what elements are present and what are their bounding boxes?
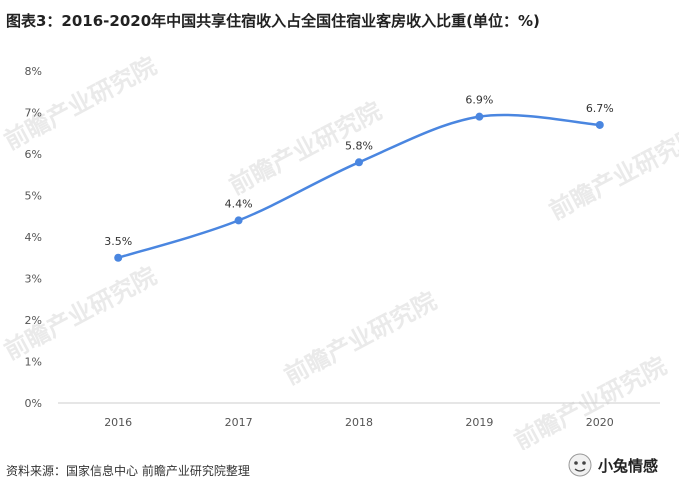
y-tick-label: 6% (25, 148, 42, 161)
line-chart: 前瞻产业研究院 前瞻产业研究院 前瞻产业研究院 前瞻产业研究院 前瞻产业研究院 … (0, 52, 679, 450)
data-label: 5.8% (345, 139, 373, 152)
logo-text: 小兔情感 (598, 457, 658, 475)
data-point (475, 112, 484, 121)
x-tick-label: 2018 (345, 416, 373, 429)
watermark-text: 前瞻产业研究院 (280, 287, 441, 391)
data-label: 4.4% (225, 197, 253, 210)
x-tick-label: 2020 (586, 416, 614, 429)
y-tick-label: 5% (25, 190, 42, 203)
data-point (355, 158, 363, 167)
y-tick-label: 3% (25, 273, 42, 286)
data-point (595, 120, 604, 129)
watermark-text: 前瞻产业研究院 (510, 352, 671, 450)
x-tick-label: 2019 (465, 416, 493, 429)
y-tick-label: 8% (25, 65, 42, 78)
x-tick-label: 2016 (104, 416, 132, 429)
watermark-text: 前瞻产业研究院 (545, 122, 679, 226)
source-note: 资料来源：国家信息中心 前瞻产业研究院整理 (6, 464, 250, 478)
y-tick-label: 7% (25, 107, 42, 120)
data-label: 6.9% (465, 94, 493, 107)
data-points (114, 112, 604, 262)
chart-title: 图表3：2016-2020年中国共享住宿收入占全国住宿业客房收入比重(单位：%) (6, 12, 540, 30)
brand-logo: 小兔情感 (568, 453, 658, 477)
data-label: 6.7% (586, 102, 614, 115)
y-axis-ticks: 0% 1% 2% 3% 4% 5% 6% 7% 8% (25, 65, 42, 410)
y-tick-label: 4% (25, 231, 42, 244)
data-labels: 3.5% 4.4% 5.8% 6.9% 6.7% (104, 94, 614, 248)
series-line (117, 113, 600, 259)
data-label: 3.5% (104, 235, 132, 248)
y-tick-label: 1% (25, 356, 42, 369)
y-tick-label: 0% (25, 397, 42, 410)
y-tick-label: 2% (25, 314, 42, 327)
data-point (234, 216, 243, 225)
data-point (114, 253, 123, 262)
watermark-group: 前瞻产业研究院 前瞻产业研究院 前瞻产业研究院 前瞻产业研究院 前瞻产业研究院 … (0, 52, 679, 450)
x-tick-label: 2017 (225, 416, 253, 429)
x-axis-ticks: 2016 2017 2018 2019 2020 (104, 416, 614, 429)
